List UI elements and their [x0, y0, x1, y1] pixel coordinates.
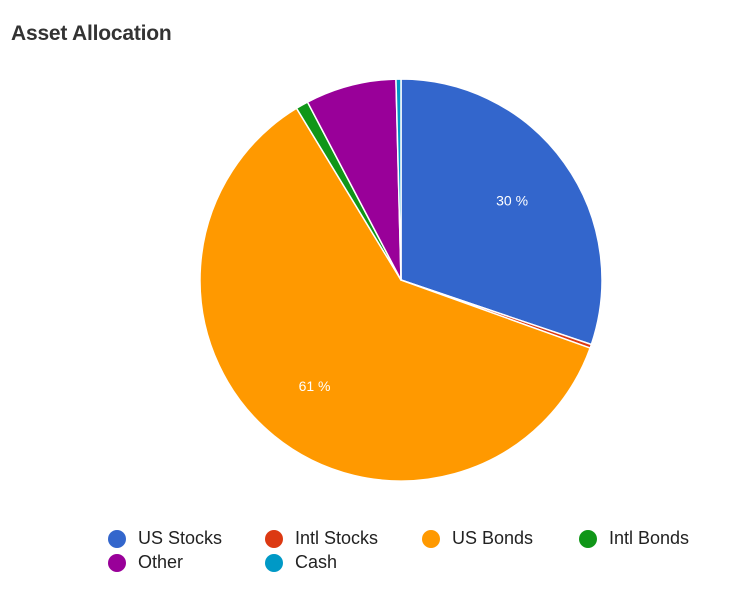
- legend-swatch-us-bonds: [422, 529, 440, 548]
- legend-label-intl-stocks: Intl Stocks: [295, 528, 379, 548]
- legend-label-intl-bonds: Intl Bonds: [609, 528, 690, 548]
- legend-label-cash: Cash: [295, 552, 338, 572]
- pie-slice-us-stocks[interactable]: [400, 78, 603, 346]
- slice-label-us-bonds: 61 %: [299, 378, 331, 394]
- legend-item-other[interactable]: Other: [108, 552, 183, 573]
- legend-swatch-cash: [265, 553, 283, 572]
- chart-title: Asset Allocation: [11, 22, 172, 45]
- legend-swatch-other: [108, 553, 126, 572]
- legend-item-us-bonds[interactable]: US Bonds: [422, 528, 533, 549]
- pie-slice-cash[interactable]: [395, 78, 402, 281]
- legend-swatch-intl-stocks: [265, 529, 283, 548]
- slice-label-us-stocks: 30 %: [496, 192, 528, 208]
- legend-label-us-bonds: US Bonds: [452, 528, 534, 548]
- pie-slice-us-bonds[interactable]: [199, 107, 591, 482]
- legend-item-cash[interactable]: Cash: [265, 552, 337, 573]
- legend-item-intl-stocks[interactable]: Intl Stocks: [265, 528, 378, 549]
- legend-swatch-intl-bonds: [579, 529, 597, 548]
- legend-label-other: Other: [138, 552, 184, 572]
- legend-label-us-stocks: US Stocks: [138, 528, 223, 548]
- pie-chart: 30 % 61 %: [199, 78, 603, 482]
- legend-item-intl-bonds[interactable]: Intl Bonds: [579, 528, 689, 549]
- legend-item-us-stocks[interactable]: US Stocks: [108, 528, 222, 549]
- legend-swatch-us-stocks: [108, 529, 126, 548]
